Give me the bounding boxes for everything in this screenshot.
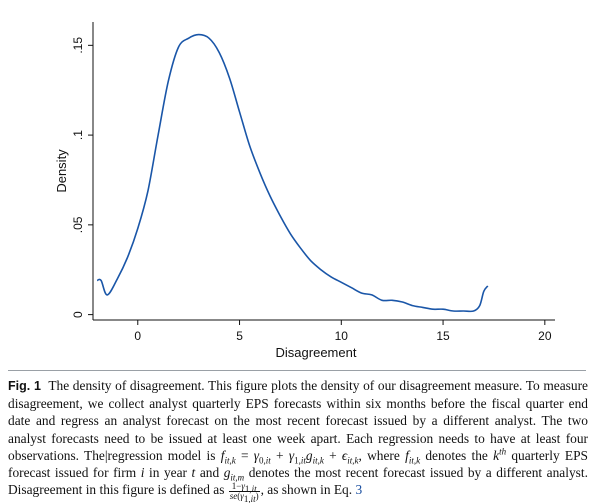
- forecast-symbol: fit,k: [405, 447, 421, 466]
- caption-text-5: in year: [148, 465, 187, 481]
- caption-text-2: , where: [358, 447, 400, 463]
- density-figure: 0 5 10 15 20 0 .05 .1 .15 Density Disagreement: [54, 22, 555, 360]
- y-tick-label: .15: [71, 37, 85, 54]
- caption-separator: [8, 370, 586, 371]
- x-tick-label: 20: [538, 329, 552, 343]
- y-axis-title: Density: [54, 149, 69, 193]
- x-tick-label: 0: [134, 329, 141, 343]
- density-curve: [96, 33, 489, 313]
- disagreement-fraction: 1−γ1,it se(γ1,it): [228, 480, 260, 503]
- y-tick-label: .1: [71, 130, 85, 140]
- kth-symbol: kth: [493, 446, 507, 463]
- caption-text-7: denotes the most recent forecast issued …: [8, 465, 588, 498]
- density-plot: 0 5 10 15 20 0 .05 .1 .15 Density Disagreement: [54, 22, 555, 360]
- figure-caption: Fig. 1 The density of disagreement. This…: [8, 377, 588, 503]
- caption-text-3: denotes the: [425, 447, 488, 463]
- recent-forecast-symbol: git,m: [223, 465, 245, 483]
- year-symbol: t: [191, 465, 196, 481]
- x-tick-label: 10: [335, 329, 349, 343]
- firm-symbol: i: [140, 465, 145, 481]
- caption-text-8: , as shown in Eq.: [260, 482, 353, 498]
- regression-equation: fit,k = γ0,it + γ1,itgit,k + ϵit,k: [220, 447, 359, 466]
- caption-text-4: quarterly EPS forecast issued for firm: [8, 447, 588, 481]
- figure-label: Fig. 1: [8, 379, 41, 393]
- x-axis-title: Disagreement: [276, 345, 357, 360]
- x-tick-label: 15: [436, 329, 450, 343]
- y-tick-label: .05: [71, 216, 85, 233]
- y-tick-label: 0: [71, 311, 85, 318]
- caption-text-1: The density of disagreement. This figure…: [8, 378, 588, 463]
- caption-text-6: and: [199, 465, 220, 481]
- equation-reference-link[interactable]: 3: [355, 482, 363, 498]
- x-tick-label: 5: [236, 329, 243, 343]
